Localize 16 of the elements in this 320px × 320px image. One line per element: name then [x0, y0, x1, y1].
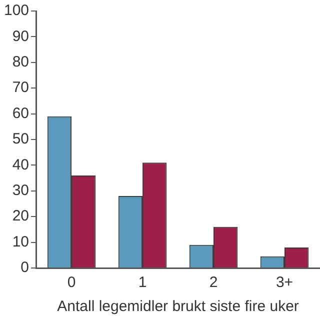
y-tick-label: 10	[12, 233, 30, 250]
y-tick-label: 30	[12, 182, 30, 200]
y-tick-label: 0	[20, 259, 30, 276]
y-tick-label: 60	[12, 104, 30, 122]
y-tick-label: 70	[12, 79, 30, 96]
y-tick-label: 20	[12, 208, 30, 225]
y-tick-label: 80	[12, 54, 30, 71]
y-tick-label: 100	[4, 2, 30, 20]
x-axis-title: Antall legemidler brukt siste fire uker	[57, 298, 299, 316]
x-tick-label: 0	[67, 274, 76, 292]
y-tick-label: 90	[12, 28, 30, 45]
y-tick-label: 50	[12, 130, 30, 148]
x-tick-label: 2	[209, 274, 218, 292]
y-tick-label: 40	[12, 156, 30, 174]
x-tick-label: 1	[138, 274, 147, 292]
x-tick-label: 3+	[276, 274, 294, 292]
